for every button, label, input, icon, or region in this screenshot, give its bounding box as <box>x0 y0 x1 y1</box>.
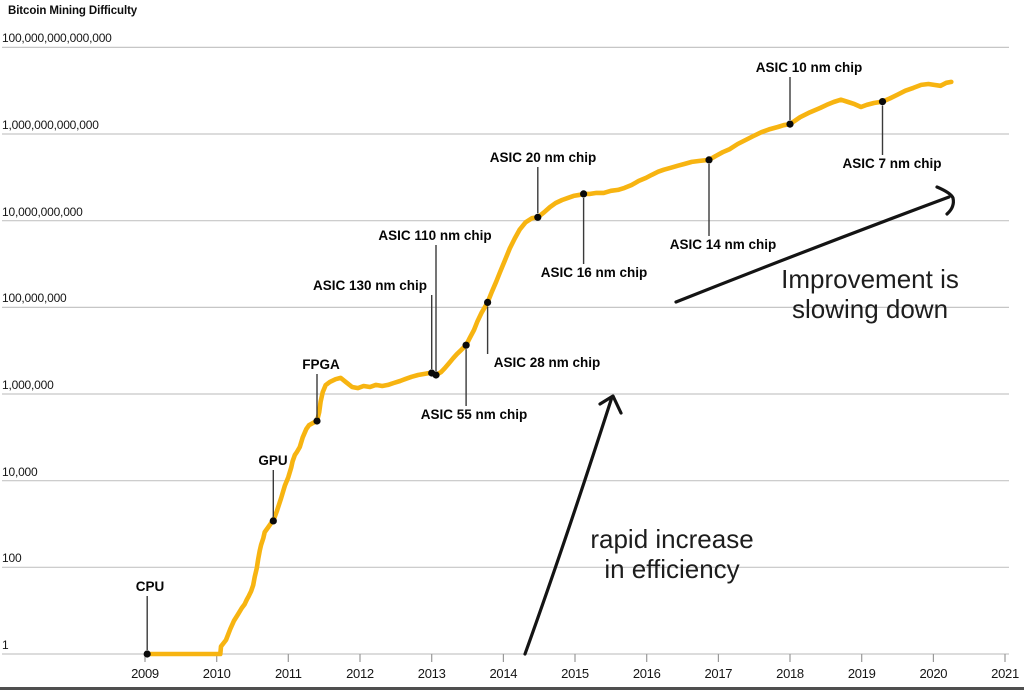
annotation-label: GPU <box>258 453 288 468</box>
x-axis-label: 2019 <box>847 666 876 681</box>
difficulty-curve <box>144 79 954 657</box>
arrow-head-improvement-slowing <box>935 185 955 216</box>
callout-improvement-slowing: Improvement is slowing down <box>781 264 959 324</box>
annotation-dot <box>484 298 492 306</box>
annotation-dot <box>269 517 277 525</box>
annotation-label: CPU <box>135 579 165 594</box>
x-axis-label: 2010 <box>202 666 231 681</box>
arrow-improvement-slowing <box>674 195 951 304</box>
y-axis-label: 10,000 <box>2 464 38 479</box>
annotation-label: ASIC 7 nm chip <box>842 156 942 171</box>
x-axis-label: 2020 <box>919 666 948 681</box>
annotation-label: FPGA <box>302 357 340 372</box>
y-axis-label: 1 <box>2 638 9 652</box>
chart-title: Bitcoin Mining Difficulty <box>8 5 138 17</box>
x-axis-label: 2018 <box>776 666 804 681</box>
y-axis-label: 100,000,000,000,000 <box>2 31 112 46</box>
y-axis-label: 100,000,000 <box>2 291 67 306</box>
x-axis-label: 2016 <box>632 666 661 681</box>
annotation-dot <box>878 98 887 106</box>
annotation-label: ASIC 14 nm chip <box>669 237 777 252</box>
callout-rapid-increase: rapid increase in efficiency <box>590 524 754 584</box>
arrow-head-rapid-increase <box>598 394 623 415</box>
x-axis-label: 2009 <box>131 666 159 681</box>
x-axis-label: 2021 <box>991 666 1019 681</box>
arrow-rapid-increase <box>523 395 614 656</box>
x-axis-label: 2015 <box>561 666 589 681</box>
annotation-dot <box>462 341 470 349</box>
annotation-dot <box>534 213 542 221</box>
annotation-dot <box>786 120 794 128</box>
annotation-label: ASIC 16 nm chip <box>540 265 648 280</box>
annotation-label: ASIC 10 nm chip <box>755 60 863 75</box>
x-axis-label: 2014 <box>489 666 518 681</box>
annotation-dot <box>580 190 588 198</box>
annotation-label: ASIC 55 nm chip <box>420 407 528 422</box>
x-axis-label: 2013 <box>417 666 446 681</box>
y-axis-label: 100 <box>2 551 22 566</box>
annotation-label: ASIC 20 nm chip <box>489 150 597 165</box>
annotation-label: ASIC 130 nm chip <box>312 278 428 293</box>
annotation-dot <box>705 156 713 164</box>
annotation-label: ASIC 110 nm chip <box>378 228 492 243</box>
x-axis-label: 2011 <box>274 666 302 681</box>
y-axis-label: 1,000,000 <box>2 378 54 393</box>
annotation-label: ASIC 28 nm chip <box>493 355 601 370</box>
y-axis-label: 10,000,000,000 <box>2 204 83 219</box>
y-axis-label: 1,000,000,000,000 <box>2 118 99 133</box>
x-axis-label: 2017 <box>704 666 733 681</box>
annotation-dot <box>432 371 440 379</box>
annotation-dot <box>143 650 151 658</box>
annotation-dot <box>313 417 321 425</box>
x-axis-label: 2012 <box>346 666 374 681</box>
bottom-border <box>0 687 1024 690</box>
